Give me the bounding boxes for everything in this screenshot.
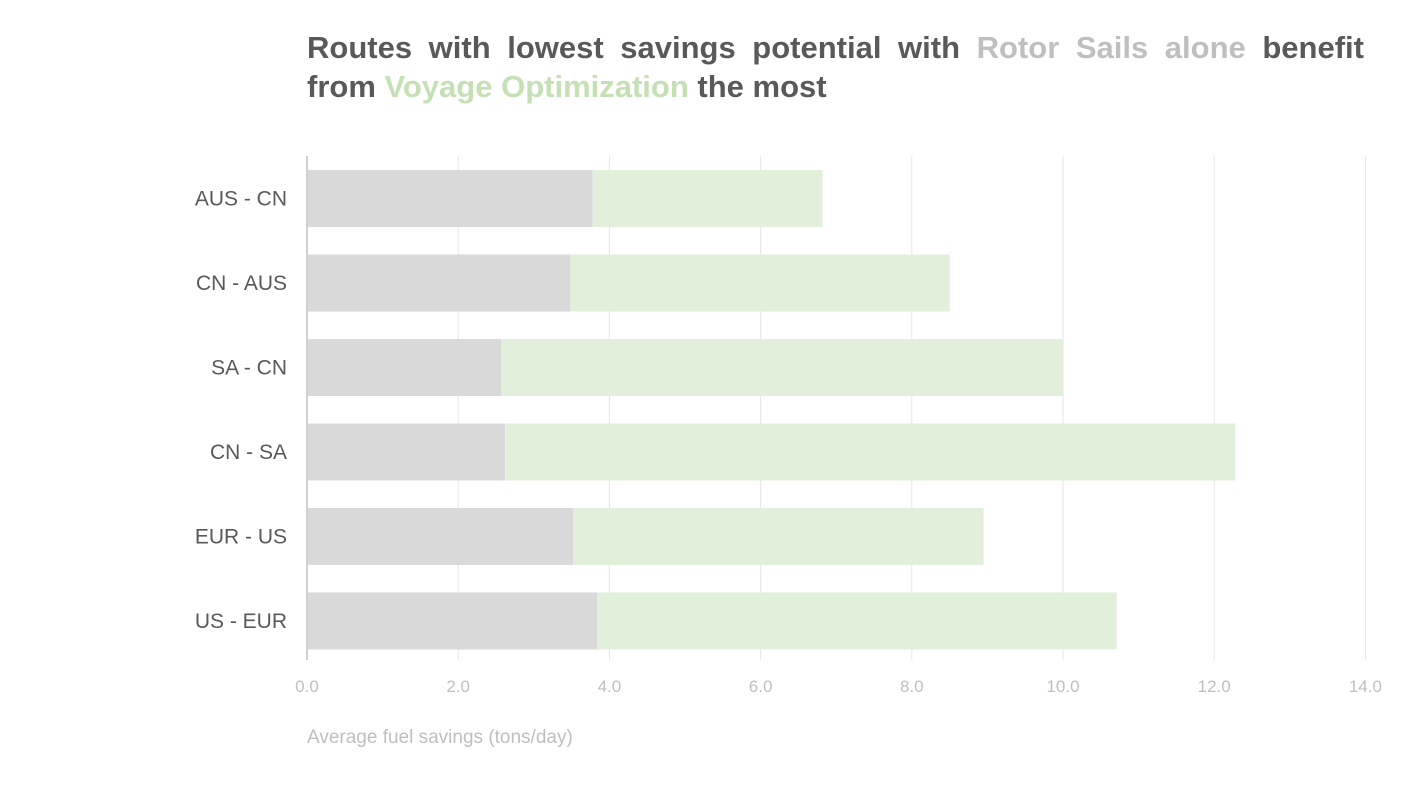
x-tick-label: 2.0 [446, 677, 470, 696]
tick-labels: 0.0 2.0 4.0 6.0 8.0 10.0 12.0 14.0 [295, 677, 1382, 696]
category-label: US - EUR [195, 610, 287, 633]
bar-rotor-sails-alone-cn-aus [307, 254, 571, 312]
bar-voyage-optimization-cn-aus [570, 254, 950, 312]
bars [307, 170, 1236, 650]
bar-rotor-sails-alone-sa-cn [307, 339, 502, 396]
category-labels: AUS - CN CN - AUS SA - CN CN - SA EUR - US US… [195, 188, 287, 634]
title-highlight-rotor-sails: Rotor Sails alone [976, 30, 1246, 65]
x-tick-label: 10.0 [1046, 677, 1079, 696]
bar-voyage-optimization-aus-cn [592, 170, 823, 227]
bar-voyage-optimization-us-eur [597, 592, 1117, 650]
x-tick-label: 6.0 [749, 677, 773, 696]
x-axis-title: Average fuel savings (tons/day) [307, 727, 573, 748]
x-tick-label: 4.0 [598, 677, 622, 696]
category-label: SA - CN [211, 357, 287, 380]
x-tick-label: 8.0 [900, 677, 924, 696]
x-tick-label: 12.0 [1198, 677, 1231, 696]
category-label: CN - AUS [196, 272, 287, 295]
bar-rotor-sails-alone-cn-sa [307, 423, 506, 481]
category-label: AUS - CN [195, 188, 287, 211]
x-tick-label: 0.0 [295, 677, 319, 696]
bar-rotor-sails-alone-aus-cn [307, 170, 593, 227]
category-label: EUR - US [195, 526, 287, 549]
title-part-1: Routes with lowest savings potential wit… [307, 30, 977, 65]
chart-title: Routes with lowest savings potential wit… [307, 28, 1364, 106]
title-highlight-voyage-optimization: Voyage Optimization [384, 69, 689, 104]
title-part-2: benefit from [307, 30, 1364, 104]
category-label: CN - SA [210, 441, 287, 464]
bar-voyage-optimization-sa-cn [501, 339, 1063, 396]
bar-rotor-sails-alone-us-eur [307, 592, 598, 650]
bar-voyage-optimization-eur-us [573, 508, 984, 565]
title-part-3: the most [688, 69, 827, 104]
x-tick-label: 14.0 [1349, 677, 1382, 696]
gridlines [457, 156, 1366, 660]
bar-rotor-sails-alone-eur-us [307, 508, 574, 565]
bar-voyage-optimization-cn-sa [505, 423, 1236, 481]
